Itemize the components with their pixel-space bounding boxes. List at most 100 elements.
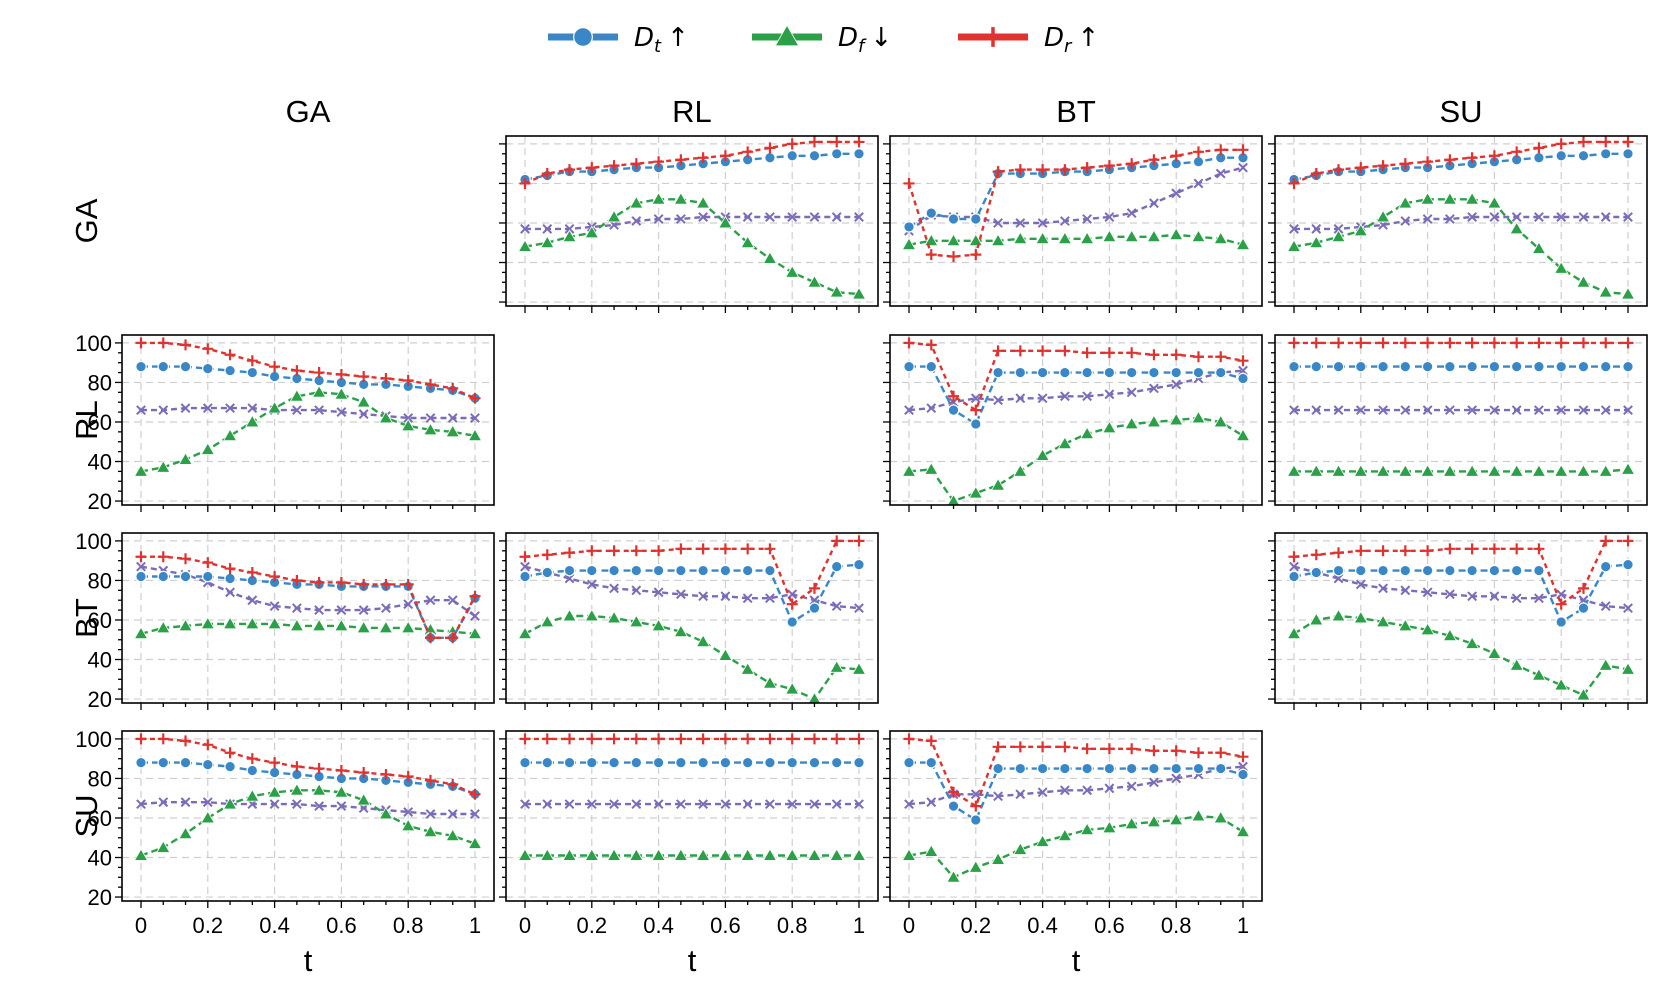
point-Df bbox=[133, 626, 149, 640]
point-Df bbox=[1035, 231, 1050, 245]
point-other bbox=[1015, 393, 1026, 404]
point-other bbox=[1104, 783, 1115, 794]
x-tick-label: 1 bbox=[1237, 913, 1249, 938]
point-Df bbox=[401, 620, 416, 634]
point-Dr bbox=[764, 543, 776, 555]
point-other bbox=[225, 587, 235, 598]
point-Df bbox=[651, 191, 666, 205]
point-Dr bbox=[675, 543, 687, 555]
point-Df bbox=[178, 452, 193, 465]
point-Dt bbox=[1555, 360, 1567, 373]
y-tick-label: 60 bbox=[88, 608, 112, 633]
point-Df bbox=[1013, 464, 1028, 477]
point-Dt bbox=[1214, 366, 1227, 379]
point-other bbox=[136, 799, 146, 810]
series-line-other bbox=[908, 166, 1244, 232]
point-Dr bbox=[519, 177, 531, 189]
point-other bbox=[631, 585, 642, 596]
point-Dt bbox=[925, 360, 938, 373]
point-other bbox=[720, 591, 731, 602]
point-Df bbox=[762, 848, 778, 861]
point-Df bbox=[1191, 229, 1206, 243]
point-Df bbox=[1013, 842, 1028, 855]
point-Dr bbox=[1399, 545, 1411, 557]
point-other bbox=[1578, 212, 1589, 222]
point-Dt bbox=[202, 570, 214, 583]
point-Dt bbox=[519, 570, 531, 583]
point-Dt bbox=[652, 564, 665, 577]
point-Dr bbox=[764, 733, 776, 745]
point-Df bbox=[245, 414, 260, 428]
series-line-other bbox=[524, 565, 860, 610]
point-other bbox=[1059, 391, 1070, 402]
point-Dr bbox=[1444, 543, 1456, 555]
point-Dr bbox=[719, 150, 731, 162]
point-Df bbox=[1079, 426, 1095, 440]
point-Dr bbox=[224, 563, 236, 575]
point-Dt bbox=[1288, 360, 1300, 373]
series-line-Dr bbox=[908, 341, 1244, 412]
point-other bbox=[425, 809, 436, 819]
panel-SU-RL: 0 0.2 0.4 0.6 0.8 1 t bbox=[499, 730, 879, 978]
point-Df bbox=[467, 626, 483, 640]
point-Df bbox=[445, 828, 460, 842]
point-Dr bbox=[992, 345, 1004, 357]
point-Dr bbox=[224, 349, 236, 361]
point-Df bbox=[267, 400, 282, 414]
point-Dr bbox=[948, 390, 960, 402]
point-Df bbox=[289, 618, 305, 632]
point-Dr bbox=[157, 551, 169, 563]
point-Df bbox=[356, 394, 371, 408]
y-tick-label: 80 bbox=[88, 766, 112, 791]
point-other bbox=[653, 587, 664, 598]
point-Dr bbox=[202, 343, 214, 355]
point-other bbox=[1311, 405, 1322, 416]
point-Dt bbox=[1170, 366, 1182, 379]
series-line-Dt bbox=[141, 575, 477, 639]
point-Dt bbox=[1622, 558, 1634, 571]
point-Dt bbox=[1577, 149, 1590, 162]
point-Df bbox=[562, 229, 577, 243]
point-Df bbox=[1531, 668, 1547, 681]
x-axis-label: t bbox=[688, 943, 697, 978]
point-Df bbox=[695, 195, 711, 209]
point-Dt bbox=[969, 418, 982, 430]
point-Dr bbox=[1059, 741, 1071, 753]
y-tick-label: 40 bbox=[88, 648, 112, 673]
point-Dt bbox=[563, 756, 576, 769]
point-Dt bbox=[719, 756, 732, 769]
point-other bbox=[765, 799, 775, 810]
point-Dr bbox=[246, 753, 258, 765]
point-Df bbox=[1102, 420, 1117, 434]
panel-BT-SU bbox=[1268, 532, 1648, 710]
point-Dt bbox=[992, 762, 1004, 775]
point-Dr bbox=[675, 154, 687, 166]
point-other bbox=[1171, 379, 1182, 390]
point-Df bbox=[267, 784, 282, 798]
point-other bbox=[1171, 188, 1182, 199]
point-Dr bbox=[402, 578, 414, 590]
series-line-Df bbox=[1294, 468, 1629, 473]
series-line-Dr bbox=[1293, 140, 1628, 185]
point-Df bbox=[1286, 464, 1302, 477]
point-Dr bbox=[1081, 347, 1093, 359]
point-other bbox=[831, 799, 842, 810]
panel-GA-SU bbox=[1268, 135, 1648, 313]
point-Dt bbox=[1014, 366, 1027, 379]
series-line-other bbox=[1294, 215, 1628, 231]
point-Df bbox=[946, 233, 961, 247]
x-tick-label: 0.4 bbox=[259, 913, 290, 938]
point-Df bbox=[423, 824, 438, 838]
point-Dt bbox=[1125, 762, 1138, 775]
point-Dt bbox=[1214, 762, 1227, 775]
point-Dr bbox=[1555, 598, 1567, 610]
point-Dr bbox=[1192, 146, 1204, 158]
point-other bbox=[247, 595, 258, 606]
panel-frame bbox=[889, 730, 1263, 902]
point-Dr bbox=[1600, 136, 1612, 148]
point-Df bbox=[584, 225, 599, 239]
point-Df bbox=[1464, 464, 1480, 477]
point-Dr bbox=[970, 404, 982, 416]
point-other bbox=[1534, 212, 1544, 222]
point-other bbox=[1511, 405, 1522, 416]
